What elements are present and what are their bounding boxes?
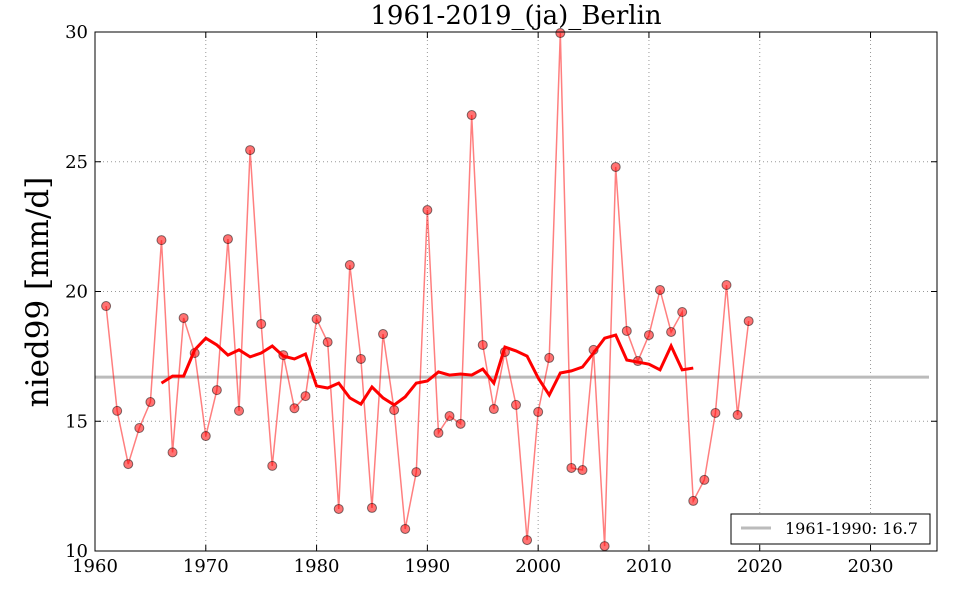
annual-data-point bbox=[577, 465, 588, 476]
annual-data-point bbox=[488, 404, 499, 415]
annual-data-point bbox=[378, 329, 389, 340]
annual-data-point bbox=[621, 325, 632, 336]
legend-label-baseline: 1961-1990: 16.7 bbox=[785, 519, 918, 538]
annual-data-point bbox=[366, 502, 377, 513]
annual-data-point bbox=[699, 474, 710, 485]
annual-data-point bbox=[267, 460, 278, 471]
x-tick-label: 1990 bbox=[404, 556, 450, 577]
annual-data-point bbox=[710, 407, 721, 418]
x-tick-label: 2010 bbox=[626, 556, 672, 577]
annual-data-point bbox=[477, 339, 488, 350]
annual-data-point bbox=[200, 431, 211, 442]
annual-data-point bbox=[544, 352, 555, 363]
axis-ticks: 1960 1970 1980 1990 2000 2010 2020 2030 10 15 20 25… bbox=[65, 22, 937, 577]
annual-data-point bbox=[344, 260, 355, 271]
annual-data-point bbox=[666, 326, 677, 337]
annual-data-point bbox=[145, 397, 156, 408]
grid bbox=[94, 31, 937, 552]
annual-data-point bbox=[522, 535, 533, 546]
annual-data-point bbox=[721, 280, 732, 291]
annual-data-point bbox=[433, 427, 444, 438]
x-tick-label: 2000 bbox=[515, 556, 561, 577]
annual-data-point bbox=[211, 385, 222, 396]
x-tick-label: 1970 bbox=[183, 556, 229, 577]
annual-data-point bbox=[222, 234, 233, 245]
moving-average-line bbox=[160, 333, 694, 407]
y-tick-label: 30 bbox=[65, 22, 88, 43]
annual-data-point bbox=[455, 418, 466, 429]
annual-data-point bbox=[167, 447, 178, 458]
annual-data-point bbox=[355, 353, 366, 364]
legend: 1961-1990: 16.7 bbox=[730, 513, 931, 545]
x-tick-label: 2030 bbox=[848, 556, 894, 577]
x-tick-label: 1980 bbox=[294, 556, 340, 577]
annual-data-point bbox=[610, 161, 621, 172]
annual-data-point bbox=[466, 110, 477, 121]
annual-data-point bbox=[256, 318, 267, 329]
x-tick-label: 1960 bbox=[72, 556, 118, 577]
annual-series-line bbox=[105, 33, 750, 547]
annual-data-point bbox=[300, 391, 311, 402]
annual-data-point bbox=[400, 523, 411, 534]
annual-data-point bbox=[411, 467, 422, 478]
plot-marks bbox=[95, 28, 929, 552]
y-tick-label: 25 bbox=[65, 152, 88, 173]
annual-data-point bbox=[643, 330, 654, 341]
annual-data-point bbox=[677, 307, 688, 318]
annual-data-point bbox=[655, 284, 666, 295]
annual-data-point bbox=[566, 462, 577, 473]
annual-data-point bbox=[178, 312, 189, 323]
annual-data-point bbox=[555, 28, 566, 39]
x-tick-label: 2020 bbox=[737, 556, 783, 577]
annual-data-point bbox=[289, 403, 300, 414]
annual-data-point bbox=[422, 205, 433, 216]
y-tick-label: 10 bbox=[65, 541, 88, 562]
annual-data-point bbox=[599, 541, 610, 552]
annual-data-point bbox=[311, 314, 322, 325]
annual-data-point bbox=[389, 405, 400, 416]
annual-data-point bbox=[511, 399, 521, 410]
annual-data-point bbox=[112, 405, 123, 416]
annual-data-point bbox=[533, 406, 544, 417]
annual-data-point bbox=[333, 503, 344, 514]
annual-data-point bbox=[322, 337, 333, 348]
chart-title: 1961-2019_(ja)_Berlin bbox=[370, 1, 662, 31]
annual-data-point bbox=[732, 410, 743, 421]
annual-data-point bbox=[245, 145, 256, 156]
y-tick-label: 15 bbox=[65, 411, 88, 432]
y-tick-label: 20 bbox=[65, 282, 88, 303]
y-axis-label: nied99 [mm/d] bbox=[20, 177, 56, 408]
annual-data-point bbox=[156, 235, 167, 246]
annual-data-point bbox=[101, 301, 112, 312]
annual-data-point bbox=[444, 411, 455, 422]
annual-data-point bbox=[743, 316, 754, 327]
annual-data-point bbox=[134, 422, 145, 433]
annual-data-point bbox=[123, 459, 134, 470]
annual-data-point bbox=[234, 405, 245, 416]
annual-data-point bbox=[688, 495, 699, 506]
